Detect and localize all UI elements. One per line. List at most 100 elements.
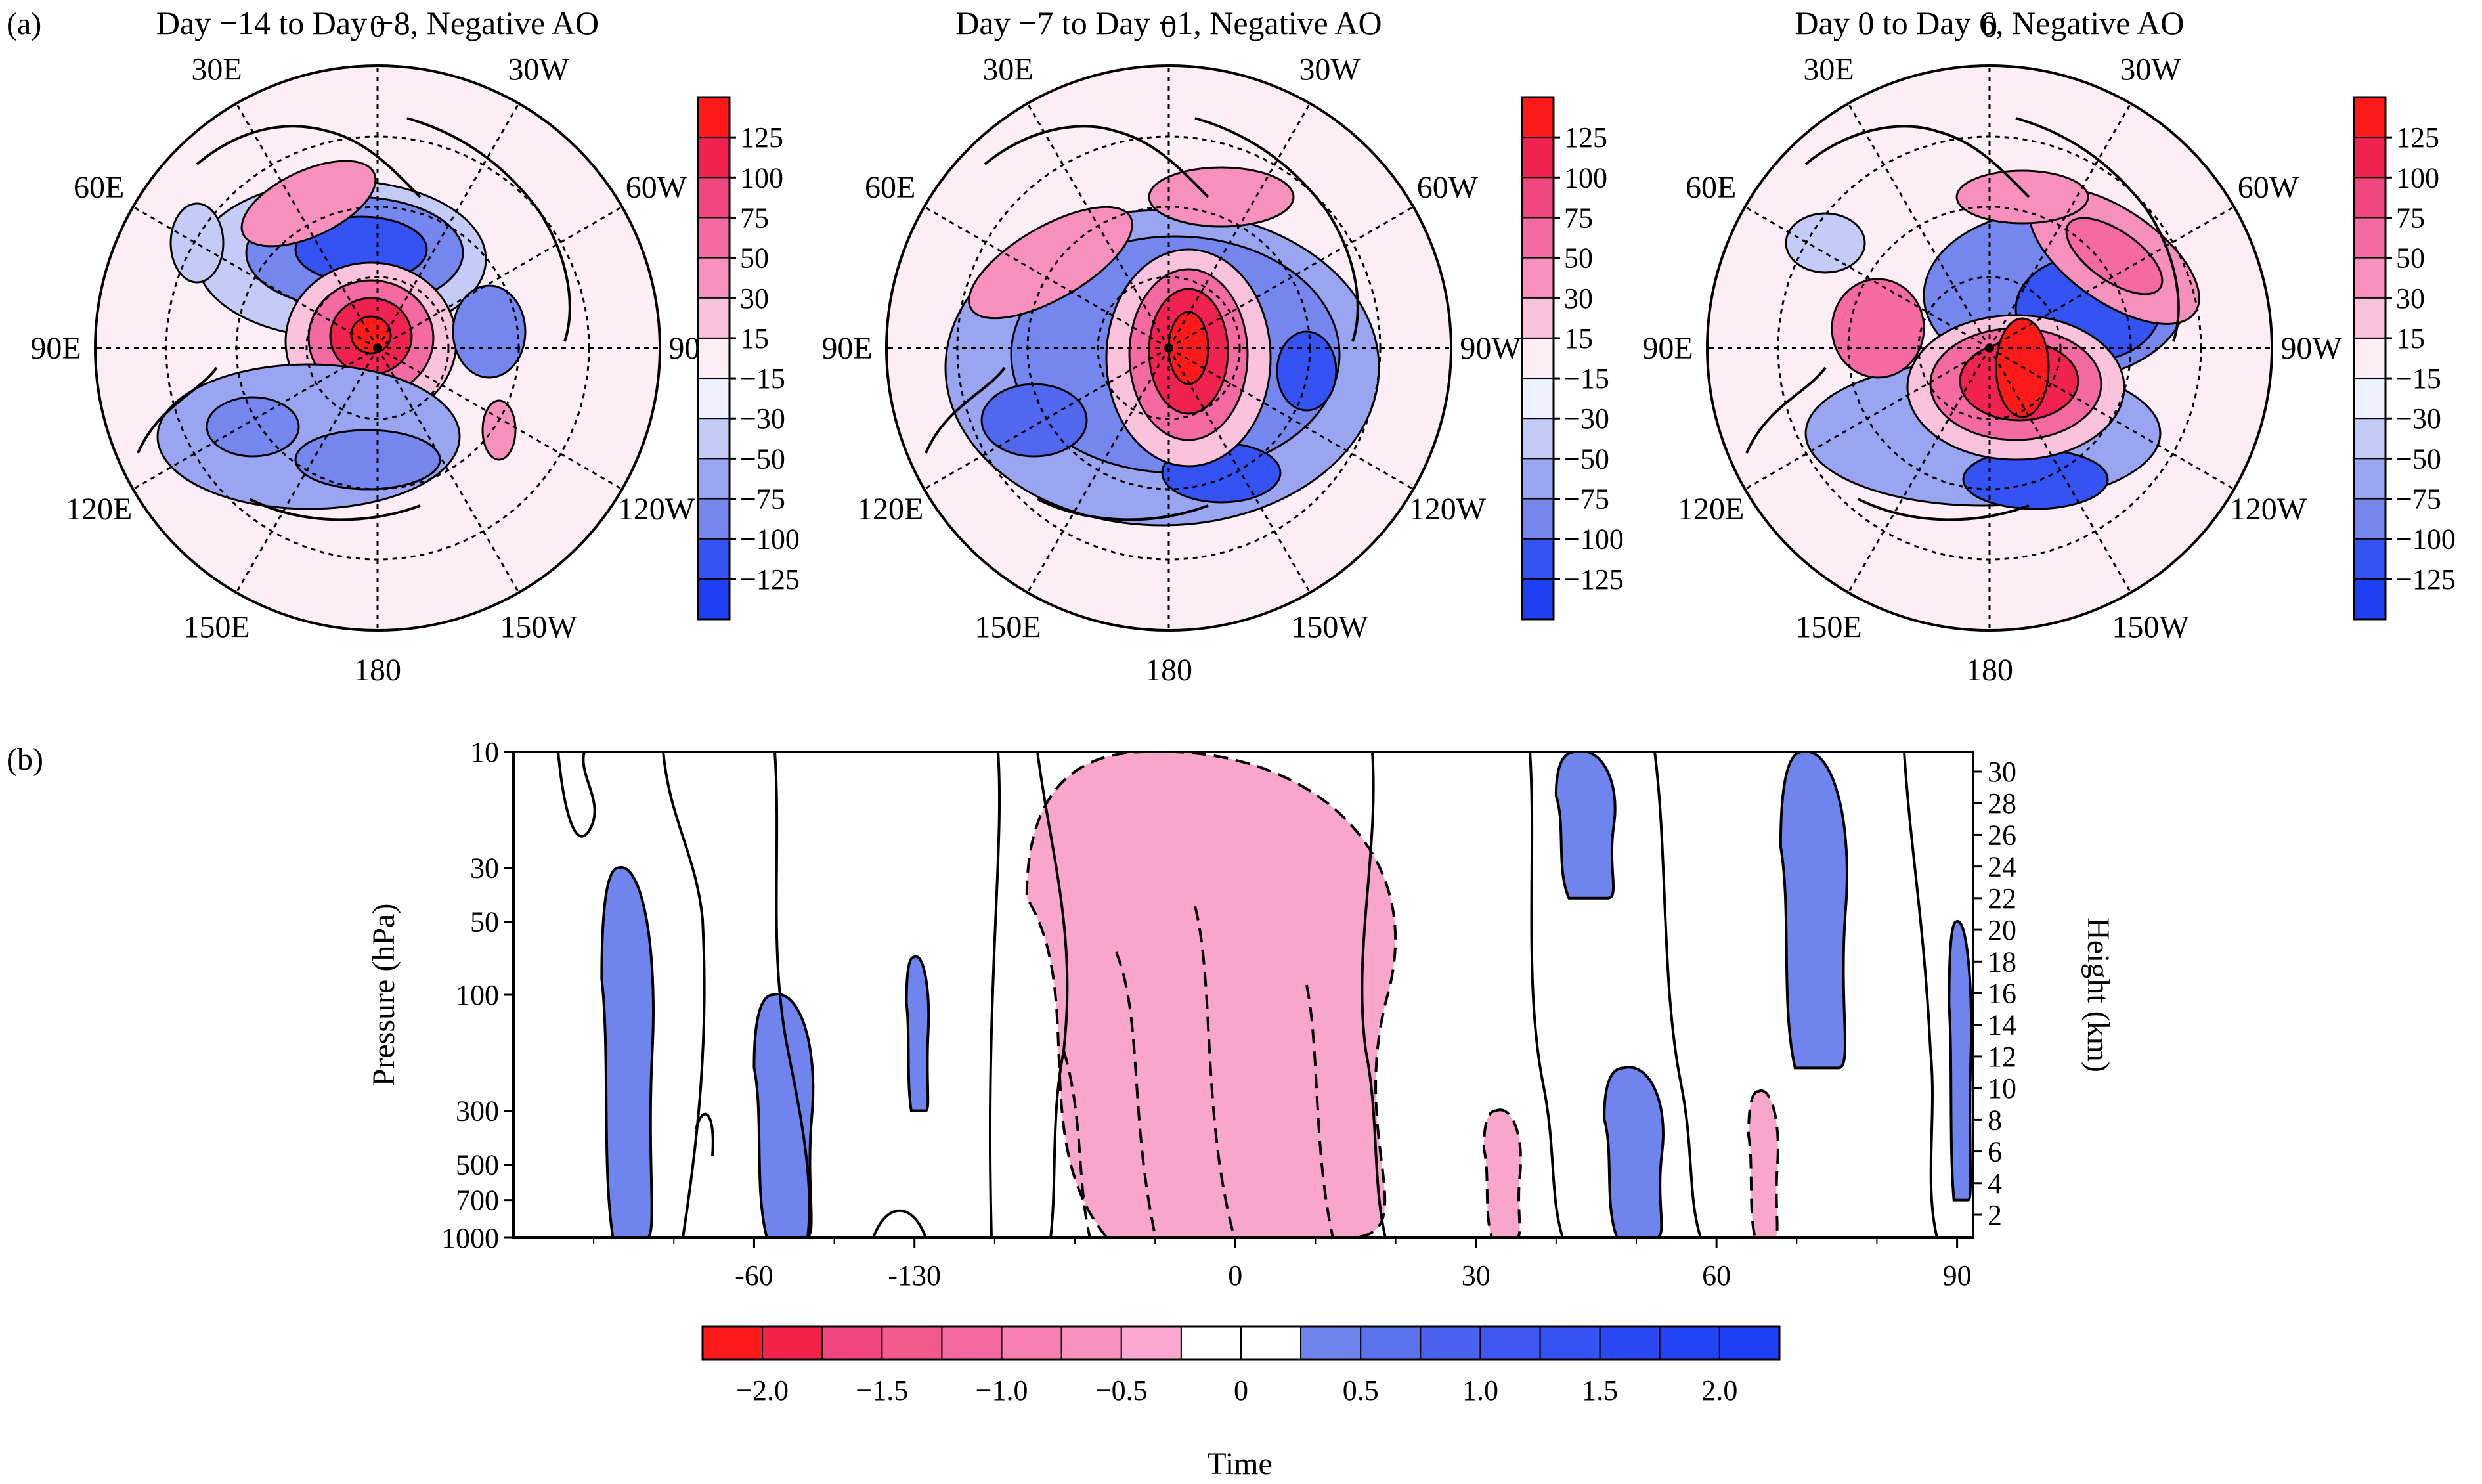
section-negative-region	[1482, 1108, 1522, 1238]
map-colorbar-box	[1521, 137, 1554, 179]
map-colorbar-box	[1521, 578, 1554, 620]
map-colorbar-label: −50	[2396, 443, 2441, 475]
map-3-lon-label: 30W	[2120, 53, 2181, 87]
map-colorbar-box	[1521, 337, 1554, 380]
map-3-colorbar: 125 100 75 50 30 15 −15 −30 −50 −75 −100 −125	[2353, 96, 2456, 621]
section-y2-tick: 22	[1988, 883, 2016, 915]
section-colorbar-label: −0.5	[1095, 1374, 1148, 1407]
map-colorbar-label: 100	[2396, 162, 2439, 194]
section-y-tick: 10	[470, 736, 499, 768]
map-1-frame	[94, 64, 661, 632]
map-3-lon-label: 60W	[2238, 170, 2299, 205]
map-colorbar-label: −100	[2396, 523, 2456, 556]
map-1-lon-label: 150W	[500, 609, 577, 644]
map-colorbar-box	[1521, 378, 1554, 420]
panel-b-label: (b)	[7, 742, 43, 777]
map-colorbar-box	[1521, 538, 1554, 580]
section-colorbar-box	[1599, 1326, 1661, 1360]
map-colorbar-label: 50	[2396, 242, 2425, 274]
map-3-lon-label: 120E	[1678, 492, 1744, 527]
map-1-lon-label: 60W	[626, 170, 687, 205]
section-xlabel: Time	[1207, 1447, 1273, 1481]
map-1-lon-label: 30E	[191, 53, 242, 87]
map-colorbar-label: −100	[740, 523, 800, 556]
map-colorbar-label: 30	[2396, 282, 2425, 315]
map-colorbar-box	[697, 177, 730, 219]
map-colorbar-label: −50	[740, 443, 785, 475]
map-colorbar-box	[2353, 297, 2386, 339]
map-colorbar-label: 125	[2396, 121, 2439, 154]
map-colorbar-box	[1521, 498, 1554, 540]
map-colorbar-label: 75	[2396, 202, 2425, 234]
map-colorbar-label: −15	[740, 362, 785, 395]
section-positive-region	[905, 955, 930, 1112]
map-colorbar-box	[2353, 137, 2386, 179]
map-colorbar-label: −30	[1564, 403, 1609, 435]
section-y-tick: 50	[470, 906, 499, 938]
map-2-lon-label: 30W	[1299, 53, 1361, 87]
section-y2-tick: 18	[1988, 946, 2016, 978]
map-colorbar-box	[697, 578, 730, 620]
map-1-lon-label: 120E	[66, 492, 132, 527]
map-colorbar-box	[1521, 217, 1554, 259]
map-colorbar-box	[2353, 337, 2386, 380]
map-colorbar-label: −30	[740, 403, 785, 435]
section-y2-tick: 26	[1988, 819, 2016, 851]
map-colorbar-box	[697, 418, 730, 460]
map-colorbar-label: 75	[1564, 202, 1593, 234]
map-colorbar-label: 100	[740, 162, 783, 194]
section-colorbar-box	[941, 1326, 1003, 1360]
map-3-lon-label: 90E	[1642, 331, 1693, 366]
map-2-lon-label: 0	[1161, 9, 1177, 44]
map-colorbar-label: 30	[1564, 282, 1593, 315]
section-x-tick: -130	[888, 1259, 941, 1292]
section-colorbar-box	[1539, 1326, 1601, 1360]
map-colorbar-box	[697, 217, 730, 259]
polar-map-3: Day 0 to Day 6, Negative AO 0 30W 60W 90W	[1642, 5, 2342, 687]
map-2-lon-label: 120E	[857, 492, 923, 527]
section-y2-tick: 16	[1988, 978, 2016, 1010]
section-y2-tick: 6	[1988, 1136, 2002, 1168]
map-colorbar-label: −50	[1564, 443, 1609, 475]
section-negative-region	[1747, 1089, 1779, 1238]
map-colorbar-label: 15	[740, 322, 769, 355]
section-colorbar-box	[762, 1326, 823, 1360]
section-colorbar-box	[1001, 1326, 1062, 1360]
map-3-frame	[1706, 64, 2273, 632]
section-y2-tick: 8	[1988, 1104, 2002, 1136]
section-y2-tick: 24	[1988, 851, 2016, 883]
map-colorbar-box	[1521, 177, 1554, 219]
map-3-lon-label: 60E	[1686, 170, 1736, 205]
map-colorbar-box	[1521, 97, 1554, 139]
map-2-frame	[885, 64, 1452, 632]
map-2-lon-label: 150W	[1291, 609, 1368, 644]
map-2-lon-label: 60E	[865, 170, 915, 205]
map-3-pos-siberia	[1831, 278, 1925, 379]
section-colorbar-label: −1.5	[856, 1374, 908, 1407]
map-colorbar-label: 100	[1564, 162, 1607, 194]
section-y2-tick: 30	[1988, 756, 2016, 788]
map-colorbar-label: −100	[1564, 523, 1624, 556]
section-colorbar-box	[1479, 1326, 1541, 1360]
map-colorbar-label: 50	[1564, 242, 1593, 274]
section-y2-tick: 12	[1988, 1041, 2016, 1073]
map-3-lon-label: 120W	[2230, 492, 2307, 527]
map-1-lon-label: 30W	[508, 53, 569, 87]
section-y-tick: 1000	[441, 1222, 499, 1254]
map-1-lon-label: 120W	[618, 492, 695, 527]
polar-map-2: Day −7 to Day −1, Negative AO 0 30W 60W 90W…	[821, 5, 1521, 687]
map-colorbar-label: −75	[740, 483, 785, 515]
section-y2-tick: 4	[1988, 1168, 2002, 1200]
polar-map-1: Day −14 to Day −8, Negative AO	[30, 5, 730, 687]
section-contours	[557, 752, 1938, 1238]
section-colorbar-box	[1659, 1326, 1720, 1360]
map-colorbar-box	[697, 498, 730, 540]
map-colorbar-label: 30	[740, 282, 769, 315]
map-colorbar-label: 15	[2396, 322, 2425, 355]
section-y2-tick: 20	[1988, 914, 2016, 946]
section-colorbar-box	[821, 1326, 883, 1360]
map-colorbar-label: −125	[2396, 563, 2456, 596]
map-3-title: Day 0 to Day 6, Negative AO	[1795, 5, 2185, 41]
panel-a-label: (a)	[7, 7, 41, 41]
map-colorbar-label: −125	[1564, 563, 1624, 596]
